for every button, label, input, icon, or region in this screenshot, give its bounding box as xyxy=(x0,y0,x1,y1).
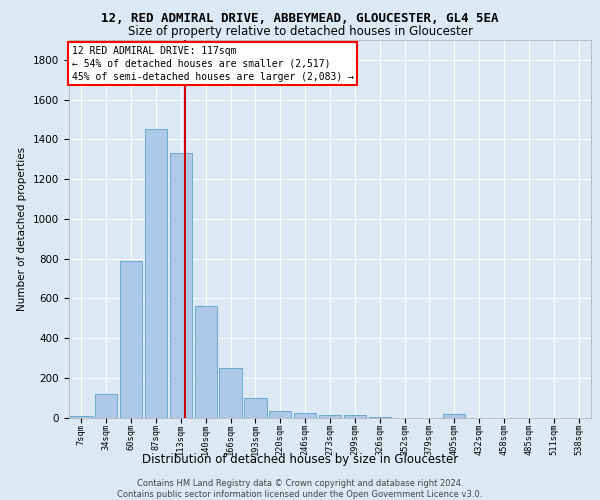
Bar xyxy=(269,410,292,418)
Text: 12, RED ADMIRAL DRIVE, ABBEYMEAD, GLOUCESTER, GL4 5EA: 12, RED ADMIRAL DRIVE, ABBEYMEAD, GLOUCE… xyxy=(101,12,499,26)
Bar xyxy=(244,398,266,417)
Text: Distribution of detached houses by size in Gloucester: Distribution of detached houses by size … xyxy=(142,452,458,466)
Bar xyxy=(70,416,92,418)
Bar xyxy=(344,414,366,418)
Y-axis label: Number of detached properties: Number of detached properties xyxy=(17,146,28,311)
Bar xyxy=(220,368,242,418)
Bar xyxy=(368,416,391,418)
Text: Contains public sector information licensed under the Open Government Licence v3: Contains public sector information licen… xyxy=(118,490,482,499)
Bar xyxy=(145,130,167,418)
Text: Contains HM Land Registry data © Crown copyright and database right 2024.: Contains HM Land Registry data © Crown c… xyxy=(137,479,463,488)
Bar xyxy=(194,306,217,418)
Bar xyxy=(120,260,142,418)
Bar xyxy=(319,414,341,418)
Text: 12 RED ADMIRAL DRIVE: 117sqm
← 54% of detached houses are smaller (2,517)
45% of: 12 RED ADMIRAL DRIVE: 117sqm ← 54% of de… xyxy=(71,46,353,82)
Bar xyxy=(294,412,316,418)
Text: Size of property relative to detached houses in Gloucester: Size of property relative to detached ho… xyxy=(128,25,473,38)
Bar xyxy=(170,153,192,417)
Bar xyxy=(443,414,466,418)
Bar xyxy=(95,394,118,417)
